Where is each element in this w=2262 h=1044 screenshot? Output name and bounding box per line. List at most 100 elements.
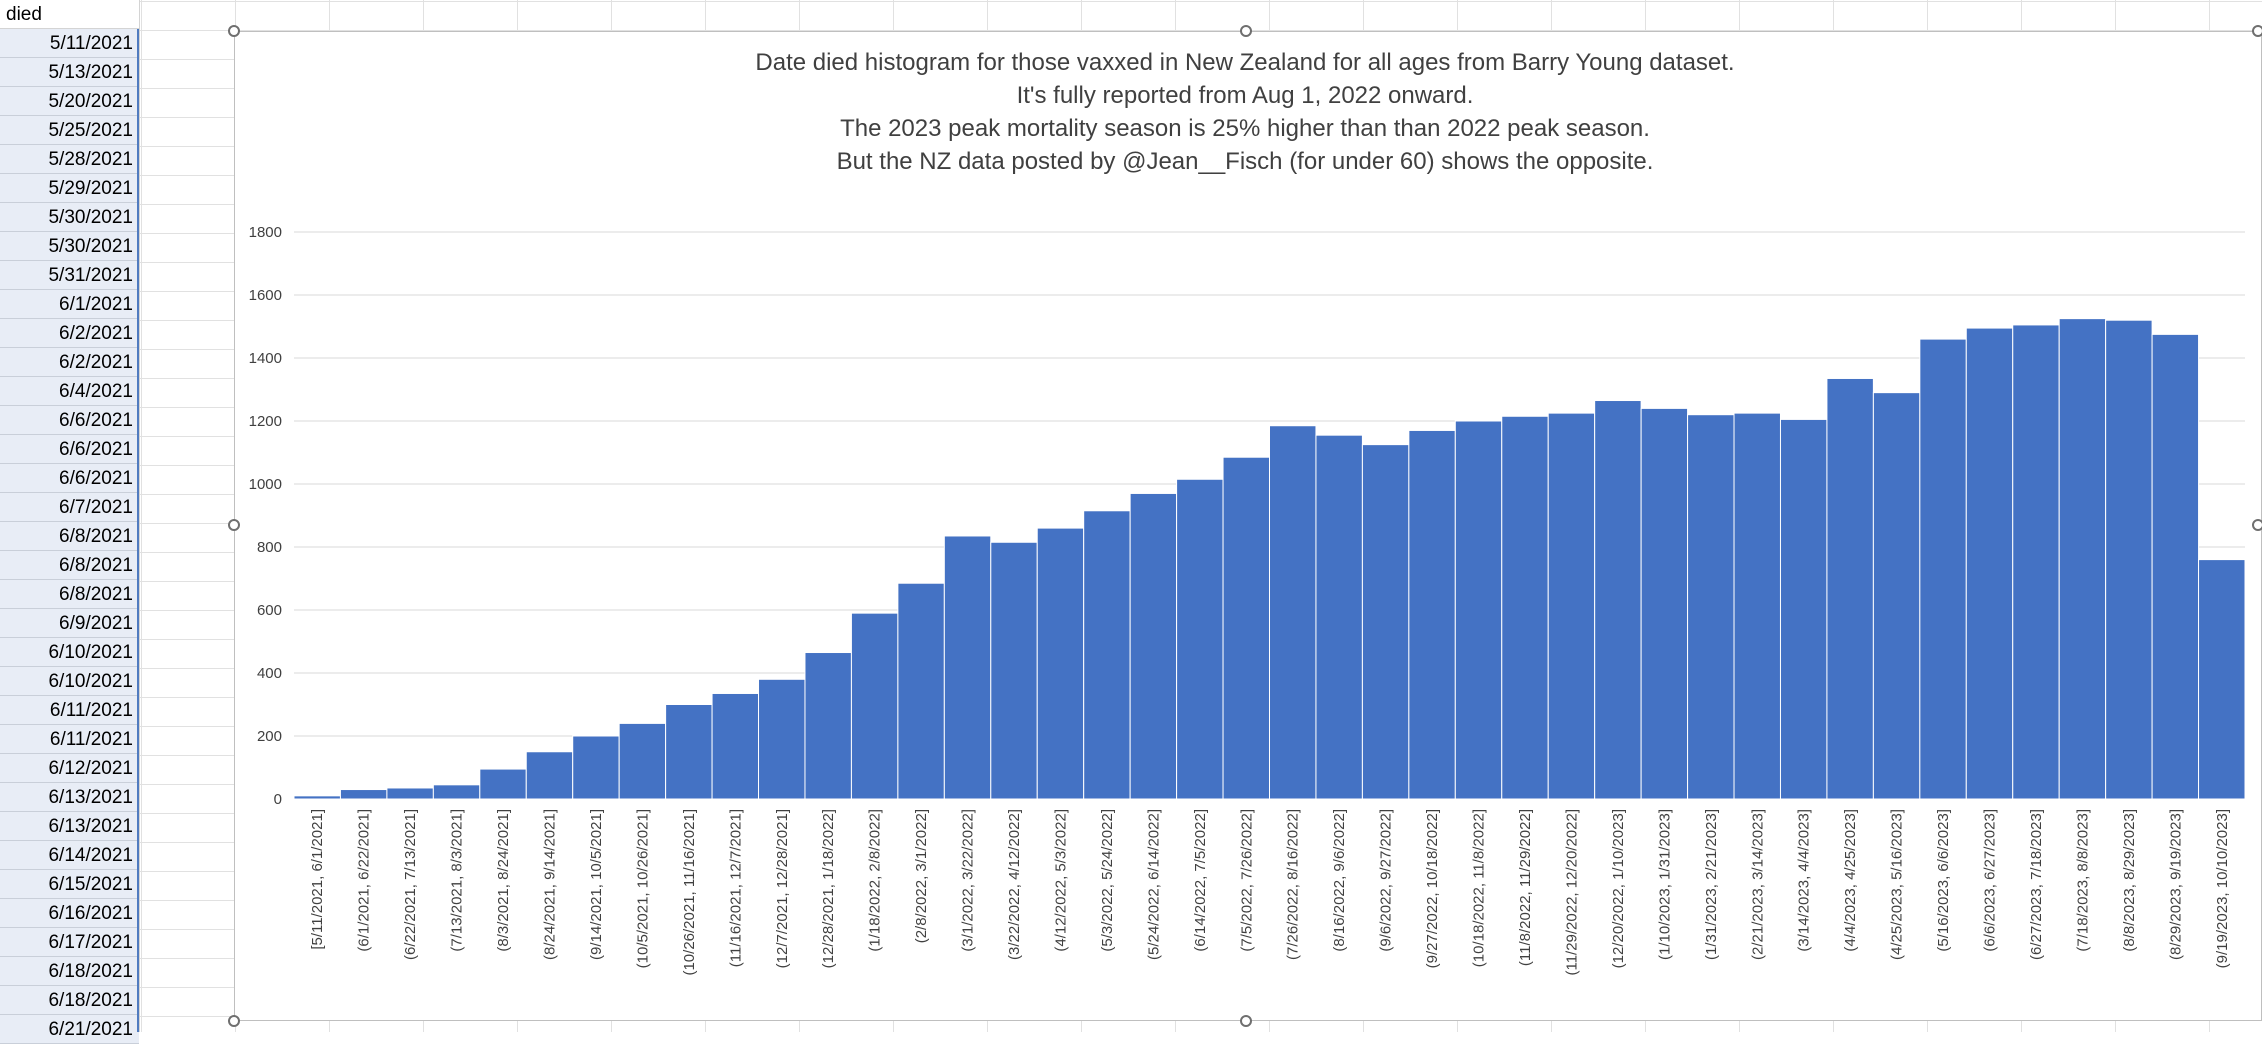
x-tick-label: (10/26/2021, 11/16/2021] [681, 809, 698, 976]
x-tick-label: (8/16/2022, 9/6/2022] [1331, 809, 1348, 952]
histogram-bar [1176, 478, 1224, 800]
date-cell[interactable]: 6/17/2021 [0, 928, 139, 957]
histogram-bar [1919, 338, 1967, 800]
histogram-bar [850, 612, 899, 800]
x-tick-label: (3/1/2022, 3/22/2022] [960, 809, 977, 952]
date-cell[interactable]: 6/8/2021 [0, 580, 139, 609]
chart-container[interactable]: Date died histogram for those vaxxed in … [234, 31, 2262, 1021]
date-cell[interactable]: 6/6/2021 [0, 406, 139, 435]
date-cell[interactable]: 5/20/2021 [0, 87, 139, 116]
resize-handle-middle-right[interactable] [2252, 519, 2262, 531]
resize-handle-middle-left[interactable] [228, 519, 240, 531]
date-cell[interactable]: 6/6/2021 [0, 464, 139, 493]
x-tick-label: (6/27/2023, 7/18/2023] [2028, 809, 2045, 960]
x-tick-label: (7/5/2022, 7/26/2022] [1238, 809, 1255, 952]
date-cell[interactable]: 6/13/2021 [0, 783, 139, 812]
date-cell[interactable]: 5/25/2021 [0, 116, 139, 145]
resize-handle-bottom-middle[interactable] [1240, 1015, 1252, 1027]
date-cell[interactable]: 5/30/2021 [0, 203, 139, 232]
histogram-bar [711, 692, 760, 800]
date-cell[interactable]: 6/10/2021 [0, 638, 139, 667]
histogram-bar [1547, 412, 1596, 800]
date-cell[interactable]: 6/2/2021 [0, 319, 139, 348]
date-cell[interactable]: 6/8/2021 [0, 522, 139, 551]
date-cell[interactable]: 5/29/2021 [0, 174, 139, 203]
histogram-bar [2198, 559, 2246, 800]
x-tick-label: (5/24/2022, 6/14/2022] [1145, 809, 1162, 960]
histogram-bar [293, 795, 341, 800]
chart-title-line: Date died histogram for those vaxxed in … [755, 49, 1734, 76]
date-cell[interactable]: 6/6/2021 [0, 435, 139, 464]
date-cell[interactable]: 6/11/2021 [0, 725, 139, 754]
resize-handle-top-left[interactable] [228, 25, 240, 37]
chart-title-line: The 2023 peak mortality season is 25% hi… [840, 115, 1650, 142]
date-cell[interactable]: 6/15/2021 [0, 870, 139, 899]
date-cell[interactable]: 6/1/2021 [0, 290, 139, 319]
x-tick-label: (1/31/2023, 2/21/2023] [1703, 809, 1720, 960]
y-tick-label: 800 [257, 539, 282, 556]
resize-handle-bottom-left[interactable] [228, 1015, 240, 1027]
date-cell[interactable]: 6/2/2021 [0, 348, 139, 377]
x-tick-label: (8/29/2023, 9/19/2023] [2167, 809, 2184, 960]
histogram-bar [1965, 327, 2014, 800]
histogram-bar [479, 768, 527, 800]
date-cell[interactable]: 6/4/2021 [0, 377, 139, 406]
histogram-bar [1036, 527, 1085, 800]
date-cell[interactable]: 5/11/2021 [0, 29, 139, 58]
histogram-bar [2012, 324, 2060, 800]
x-tick-label: (4/25/2023, 5/16/2023] [1889, 809, 1906, 960]
histogram-bar [1779, 418, 1828, 800]
x-tick-label: (1/10/2023, 1/31/2023] [1656, 809, 1673, 960]
x-tick-label: (9/14/2021, 10/5/2021] [588, 809, 605, 960]
x-tick-label: (1/18/2022, 2/8/2022] [867, 809, 884, 952]
date-cell[interactable]: 6/10/2021 [0, 667, 139, 696]
date-cell[interactable]: 6/16/2021 [0, 899, 139, 928]
y-tick-label: 200 [257, 728, 282, 745]
date-cell[interactable]: 6/9/2021 [0, 609, 139, 638]
x-tick-label: (6/6/2023, 6/27/2023] [1982, 809, 1999, 952]
date-cell[interactable]: 5/30/2021 [0, 232, 139, 261]
date-cell[interactable]: 6/8/2021 [0, 551, 139, 580]
resize-handle-top-middle[interactable] [1240, 25, 1252, 37]
date-cell[interactable]: 6/13/2021 [0, 812, 139, 841]
date-cell[interactable]: 6/18/2021 [0, 986, 139, 1015]
chart-title-line: But the NZ data posted by @Jean__Fisch (… [837, 148, 1654, 175]
column-a: died 5/11/2021 5/13/2021 5/20/2021 5/25/202… [0, 0, 140, 1044]
x-tick-label: (9/19/2023, 10/10/2023] [2214, 809, 2231, 968]
date-cell[interactable]: 5/28/2021 [0, 145, 139, 174]
date-cell[interactable]: 6/7/2021 [0, 493, 139, 522]
y-tick-label: 1600 [249, 287, 282, 304]
date-cell[interactable]: 6/11/2021 [0, 696, 139, 725]
selection-border [137, 29, 139, 1032]
histogram-bar [1640, 407, 1689, 800]
histogram-bar [2151, 333, 2200, 800]
histogram-bar [1501, 415, 1549, 800]
histogram-bar [943, 535, 992, 800]
x-tick-label: (4/12/2022, 5/3/2022] [1052, 809, 1069, 952]
x-tick-label: (4/4/2023, 4/25/2023] [1842, 809, 1859, 952]
date-cell[interactable]: 6/18/2021 [0, 957, 139, 986]
x-tick-label: (5/16/2023, 6/6/2023] [1935, 809, 1952, 952]
x-tick-label: (8/8/2023, 8/29/2023] [2121, 809, 2138, 952]
column-header-died[interactable]: died [0, 0, 139, 29]
histogram-bar [804, 652, 852, 800]
x-tick-label: (12/7/2021, 12/28/2021] [774, 809, 791, 968]
histogram-bar [2058, 318, 2107, 800]
x-tick-label: (6/14/2022, 7/5/2022] [1192, 809, 1209, 952]
x-tick-label: [5/11/2021, 6/1/2021] [309, 809, 326, 950]
x-tick-label: (2/8/2022, 3/1/2022] [913, 809, 930, 943]
resize-handle-top-right[interactable] [2252, 25, 2262, 37]
date-cell[interactable]: 6/21/2021 [0, 1015, 139, 1044]
date-cell[interactable]: 6/14/2021 [0, 841, 139, 870]
histogram-bar [525, 751, 574, 800]
date-cell[interactable]: 5/13/2021 [0, 58, 139, 87]
date-cell[interactable]: 6/12/2021 [0, 754, 139, 783]
histogram-bar [2105, 319, 2153, 800]
histogram-bar [1826, 377, 1874, 800]
y-tick-label: 400 [257, 665, 282, 682]
date-cell[interactable]: 5/31/2021 [0, 261, 139, 290]
x-tick-label: (5/3/2022, 5/24/2022] [1099, 809, 1116, 952]
histogram-bar [1083, 510, 1131, 800]
x-tick-label: (2/21/2023, 3/14/2023] [1749, 809, 1766, 960]
x-tick-label: (10/5/2021, 10/26/2021] [634, 809, 651, 968]
